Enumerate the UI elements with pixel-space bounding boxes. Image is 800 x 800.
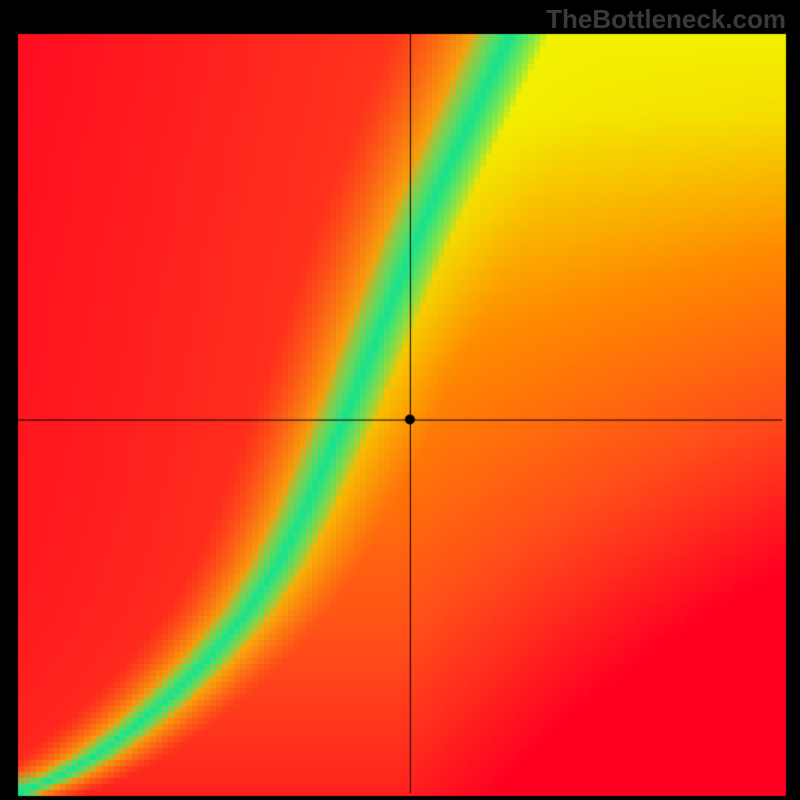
- watermark-text: TheBottleneck.com: [546, 4, 786, 35]
- heatmap-canvas: [0, 0, 800, 800]
- chart-container: TheBottleneck.com: [0, 0, 800, 800]
